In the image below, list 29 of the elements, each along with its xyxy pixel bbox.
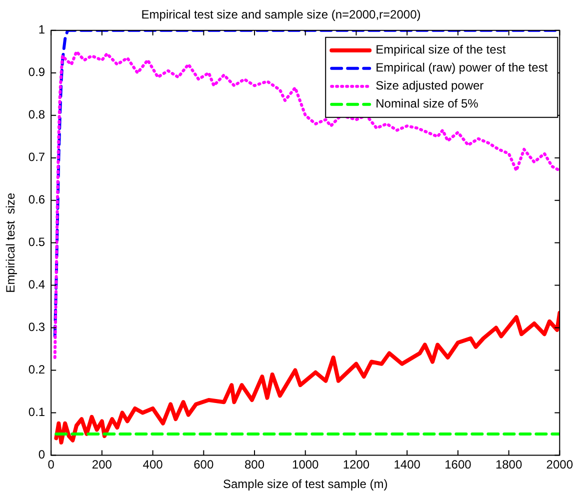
- x-tick-label: 1000: [292, 458, 320, 472]
- y-axis-title: Empirical test size: [4, 192, 18, 293]
- x-tick-label: 2000: [546, 458, 574, 472]
- x-tick-label: 800: [244, 458, 265, 472]
- y-tick-label: 1: [38, 22, 46, 37]
- x-tick-label: 0: [48, 458, 55, 472]
- y-tick-label: 0.3: [28, 320, 46, 334]
- legend-label: Size adjusted power: [376, 78, 484, 93]
- x-tick-label: 1800: [495, 458, 522, 472]
- legend-label: Nominal size of 5%: [376, 96, 479, 111]
- x-tick-label: 400: [142, 458, 164, 472]
- x-tick-label: 600: [194, 458, 214, 472]
- x-tick-label: 1400: [394, 458, 421, 472]
- x-tick-label: 1200: [342, 458, 370, 472]
- legend-label: Empirical size of the test: [376, 42, 506, 57]
- x-axis-title: Sample size of test sample (m): [223, 477, 388, 492]
- x-tick-label: 1600: [444, 458, 472, 472]
- y-tick-label: 0.6: [28, 192, 46, 207]
- y-tick-label: 0: [38, 448, 46, 462]
- legend-label: Empirical (raw) power of the test: [376, 60, 548, 75]
- y-tick-label: 0.5: [28, 235, 46, 250]
- y-tick-label: 0.1: [28, 405, 46, 420]
- chart-title: Empirical test size and sample size (n=2000,r=2000): [141, 8, 421, 22]
- y-tick-label: 0.8: [28, 108, 46, 122]
- y-tick-label: 0.9: [28, 65, 46, 80]
- y-tick-label: 0.4: [28, 278, 46, 292]
- x-tick-label: 200: [92, 458, 112, 472]
- y-tick-label: 0.2: [28, 362, 46, 377]
- y-tick-label: 0.7: [28, 150, 46, 164]
